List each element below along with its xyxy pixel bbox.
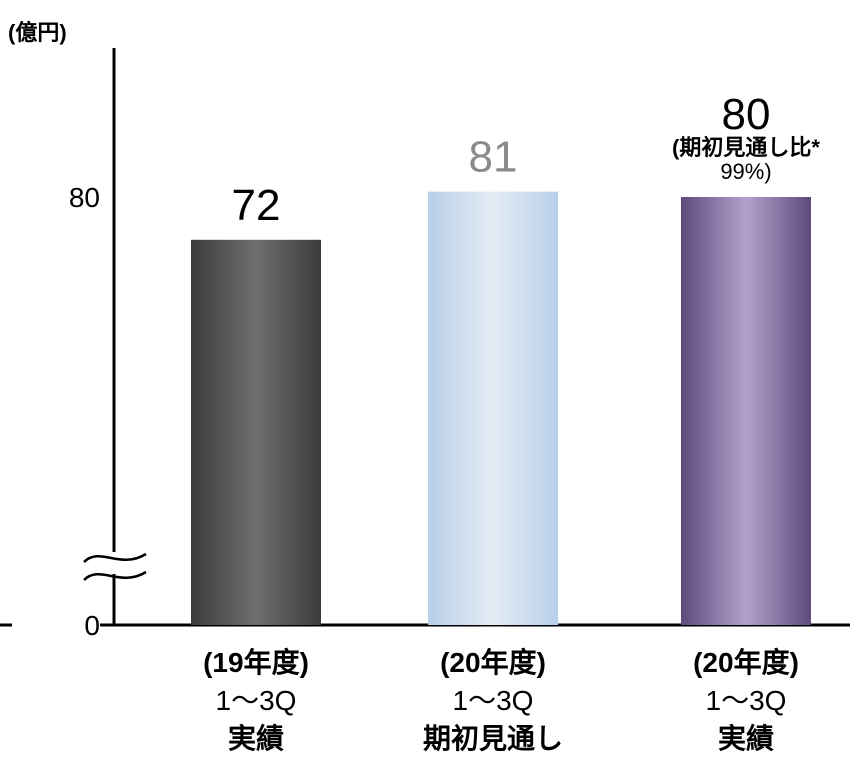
category-labels: (19年度) 1〜3Q 実績 (20年度) 1〜3Q 期初見通し (20年度) 1〜3Q 実績 [203,646,799,754]
value-note: (期初見通し比* [672,135,820,160]
value-label: 81 [469,133,518,182]
value-note: 99%) [720,159,771,184]
x-axis-gap [12,622,100,630]
bar [681,197,811,625]
category-label-line: 実績 [228,722,284,754]
category-label-line: 1〜3Q [453,685,534,716]
y-axis-ticks: 0 80 [69,182,100,641]
category-label-line: (20年度) [693,646,799,678]
category-label-line: 1〜3Q [216,685,297,716]
axis-break-marker [83,552,147,581]
bars [191,191,811,626]
category-label-line: (19年度) [203,646,309,678]
category-label-line: 期初見通し [423,723,563,754]
category-label-line: (20年度) [440,646,546,678]
y-axis-unit-label: (億円) [8,20,67,45]
value-labels: 72 81 80(期初見通し比*99%) [232,90,821,230]
category-label-line: 実績 [718,722,774,754]
value-label: 80 [722,90,771,139]
y-tick-label: 80 [69,182,100,213]
category-label-line: 1〜3Q [706,685,787,716]
bar [191,239,321,626]
bar [428,191,558,625]
y-tick-label: 0 [84,610,100,641]
value-label: 72 [232,181,281,230]
